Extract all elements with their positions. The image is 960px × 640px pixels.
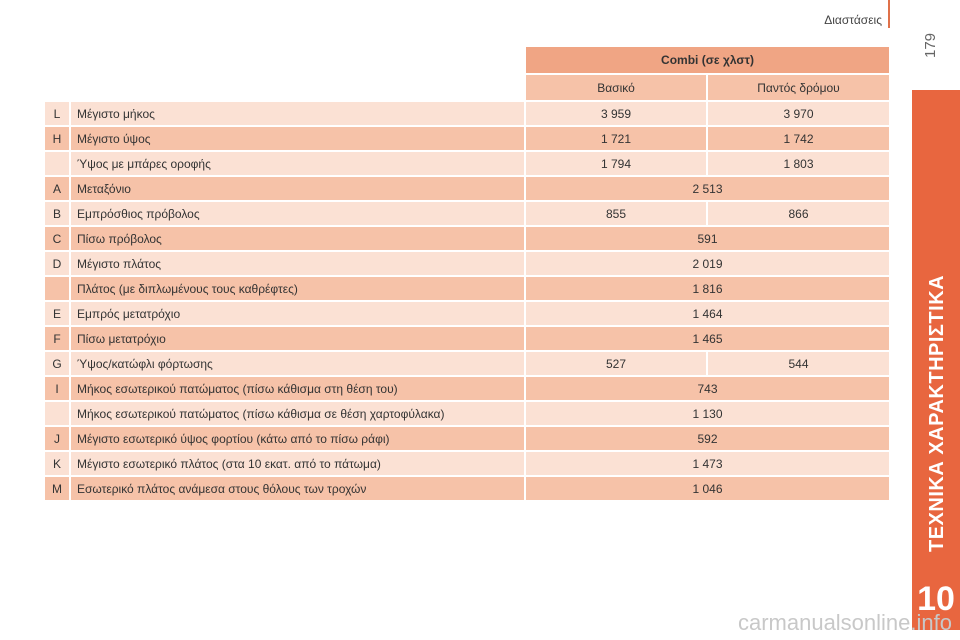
row-letter: G [45,352,71,377]
page-number: 179 [922,32,939,58]
row-letter: L [45,102,71,127]
table-row: J Μέγιστο εσωτερικό ύψος φορτίου (κάτω απ… [45,427,891,452]
row-label: Ύψος/κατώφλι φόρτωσης [71,352,526,377]
row-value-shared: 1 465 [526,327,891,352]
row-letter: E [45,302,71,327]
row-value-offroad: 866 [708,202,891,227]
row-letter: J [45,427,71,452]
table-row: E Εμπρός μετατρόχιο 1 464 [45,302,891,327]
row-label: Εσωτερικό πλάτος ανάμεσα στους θόλους τω… [71,477,526,502]
column-header-offroad: Παντός δρόμου [708,75,891,102]
row-label: Ύψος με μπάρες οροφής [71,152,526,177]
table-column-header-row: Βασικό Παντός δρόμου [45,75,891,102]
section-title: Διαστάσεις [824,13,882,27]
row-value-shared: 591 [526,227,891,252]
dimensions-table: Combi (σε χλστ) Βασικό Παντός δρόμου L Μέ… [45,47,891,502]
row-label: Μήκος εσωτερικού πατώματος (πίσω κάθισμα… [71,377,526,402]
watermark: carmanualsonline.info [737,610,952,635]
chapter-title: ΤΕΧΝΙΚΑ ΧΑΡΑΚΤΗΡΙΣΤΙΚΑ [926,274,948,552]
chapter-side-tab: ΤΕΧΝΙΚΑ ΧΑΡΑΚΤΗΡΙΣΤΙΚΑ 10 [912,90,960,630]
row-letter [45,277,71,302]
row-value-offroad: 544 [708,352,891,377]
row-label: Πίσω μετατρόχιο [71,327,526,352]
row-value-shared: 592 [526,427,891,452]
row-letter [45,402,71,427]
row-label: Μέγιστο ύψος [71,127,526,152]
row-label: Μέγιστο εσωτερικό ύψος φορτίου (κάτω από… [71,427,526,452]
row-value-shared: 2 513 [526,177,891,202]
table-group-header-row: Combi (σε χλστ) [45,47,891,75]
table-row: F Πίσω μετατρόχιο 1 465 [45,327,891,352]
row-label: Μέγιστο μήκος [71,102,526,127]
row-value-basic: 527 [526,352,708,377]
column-header-basic: Βασικό [526,75,708,102]
row-letter [45,152,71,177]
row-value-shared: 743 [526,377,891,402]
table-row: B Εμπρόσθιος πρόβολος 855 866 [45,202,891,227]
row-label: Μήκος εσωτερικού πατώματος (πίσω κάθισμα… [71,402,526,427]
row-label: Πίσω πρόβολος [71,227,526,252]
row-value-offroad: 1 803 [708,152,891,177]
table-row: A Μεταξόνιο 2 513 [45,177,891,202]
row-letter: K [45,452,71,477]
group-header: Combi (σε χλστ) [526,47,891,75]
table-row: I Μήκος εσωτερικού πατώματος (πίσω κάθισμ… [45,377,891,402]
table-row: D Μέγιστο πλάτος 2 019 [45,252,891,277]
row-label: Εμπρός μετατρόχιο [71,302,526,327]
row-letter: F [45,327,71,352]
row-letter: B [45,202,71,227]
row-letter: C [45,227,71,252]
row-value-shared: 2 019 [526,252,891,277]
row-value-shared: 1 130 [526,402,891,427]
table-row: Ύψος με μπάρες οροφής 1 794 1 803 [45,152,891,177]
row-value-basic: 1 794 [526,152,708,177]
table-row: K Μέγιστο εσωτερικό πλάτος (στα 10 εκατ. … [45,452,891,477]
row-label: Εμπρόσθιος πρόβολος [71,202,526,227]
row-value-shared: 1 816 [526,277,891,302]
row-value-basic: 3 959 [526,102,708,127]
table-row: L Μέγιστο μήκος 3 959 3 970 [45,102,891,127]
row-value-shared: 1 046 [526,477,891,502]
table-row: C Πίσω πρόβολος 591 [45,227,891,252]
row-letter: D [45,252,71,277]
row-value-offroad: 3 970 [708,102,891,127]
row-value-shared: 1 464 [526,302,891,327]
row-letter: I [45,377,71,402]
row-letter: M [45,477,71,502]
row-label: Πλάτος (με διπλωμένους τους καθρέφτες) [71,277,526,302]
table-row: G Ύψος/κατώφλι φόρτωσης 527 544 [45,352,891,377]
table-row: H Μέγιστο ύψος 1 721 1 742 [45,127,891,152]
chapter-number: 10 [917,580,955,618]
row-value-basic: 855 [526,202,708,227]
row-value-basic: 1 721 [526,127,708,152]
row-value-shared: 1 473 [526,452,891,477]
table-row: Πλάτος (με διπλωμένους τους καθρέφτες) 1 … [45,277,891,302]
row-value-offroad: 1 742 [708,127,891,152]
row-label: Μεταξόνιο [71,177,526,202]
table-row: Μήκος εσωτερικού πατώματος (πίσω κάθισμα… [45,402,891,427]
row-label: Μέγιστο εσωτερικό πλάτος (στα 10 εκατ. α… [71,452,526,477]
header-divider [888,0,890,28]
row-label: Μέγιστο πλάτος [71,252,526,277]
row-letter: A [45,177,71,202]
table-row: M Εσωτερικό πλάτος ανάμεσα στους θόλους τ… [45,477,891,502]
row-letter: H [45,127,71,152]
